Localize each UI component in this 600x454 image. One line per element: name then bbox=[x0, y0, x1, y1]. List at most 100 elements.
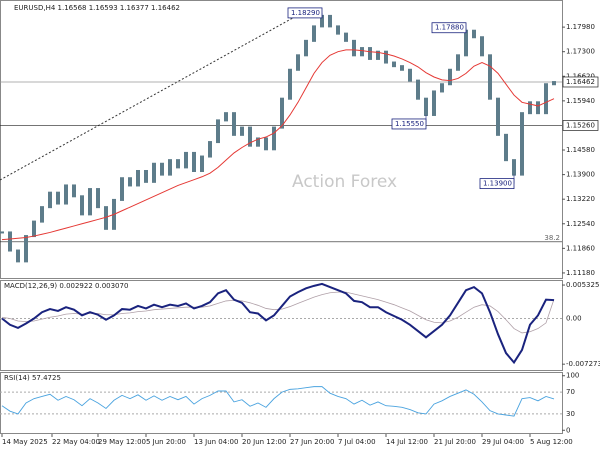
pivot-label: 1.17880 bbox=[435, 24, 464, 32]
moving-average bbox=[1, 49, 555, 241]
candle bbox=[128, 177, 132, 187]
x-tick-label: 5 Jun 20:00 bbox=[146, 438, 186, 446]
candle bbox=[208, 141, 212, 158]
pivot-label: 1.18290 bbox=[291, 9, 320, 17]
candle bbox=[368, 47, 372, 60]
candle bbox=[472, 29, 476, 39]
candle bbox=[432, 90, 436, 116]
y-tick-label: 1.14580 bbox=[566, 146, 595, 154]
candle bbox=[448, 68, 452, 86]
x-tick-label: 13 Jun 04:00 bbox=[194, 438, 238, 446]
y-tick-label: 1.17980 bbox=[566, 23, 595, 31]
candle bbox=[24, 235, 28, 263]
candle bbox=[512, 159, 516, 176]
candle bbox=[488, 54, 492, 100]
x-tick-label: 20 Jun 12:00 bbox=[242, 438, 286, 446]
candle bbox=[384, 50, 388, 64]
rsi-panel bbox=[0, 372, 563, 434]
pivot-box bbox=[287, 7, 323, 19]
candle bbox=[168, 159, 172, 176]
candle bbox=[336, 25, 340, 35]
candle bbox=[64, 184, 68, 205]
macd-panel bbox=[0, 280, 563, 371]
candle bbox=[240, 126, 244, 136]
macd-line bbox=[1, 282, 555, 365]
candle bbox=[416, 79, 420, 100]
candle bbox=[8, 231, 12, 252]
y-tick-label: 1.15940 bbox=[566, 97, 595, 105]
candle bbox=[136, 169, 140, 187]
candle bbox=[176, 159, 180, 169]
candle bbox=[328, 14, 332, 28]
candle bbox=[376, 50, 380, 60]
macd-tick-label: -0.007273 bbox=[566, 360, 600, 368]
candle bbox=[528, 101, 532, 115]
x-tick-label: 5 Aug 12:00 bbox=[530, 438, 573, 446]
rsi-tick-label: 0 bbox=[566, 426, 570, 434]
candle bbox=[296, 54, 300, 71]
chart-title: EURUSD,H4 1.16568 1.16593 1.16377 1.1646… bbox=[14, 4, 180, 12]
level-label: 1.15260 bbox=[566, 121, 595, 129]
candle bbox=[216, 119, 220, 144]
candle bbox=[544, 83, 548, 115]
x-tick-label: 21 Jul 20:00 bbox=[434, 438, 476, 446]
y-tick-label: 1.16620 bbox=[566, 72, 595, 80]
candle bbox=[392, 61, 396, 68]
candle bbox=[248, 126, 252, 147]
rsi-tick-label: 70 bbox=[566, 388, 575, 396]
candle bbox=[456, 54, 460, 71]
candle bbox=[56, 191, 60, 205]
level-label: 1.16462 bbox=[566, 78, 595, 86]
y-tick-label: 1.17300 bbox=[566, 48, 595, 56]
candle bbox=[224, 112, 228, 122]
candle bbox=[184, 151, 188, 169]
x-tick-label: 22 May 04:00 bbox=[52, 438, 100, 446]
candle bbox=[304, 39, 308, 57]
candle bbox=[16, 249, 20, 263]
y-tick-label: 1.13900 bbox=[566, 171, 595, 179]
trend-line bbox=[0, 13, 301, 181]
candle bbox=[272, 126, 276, 151]
candle bbox=[0, 231, 4, 234]
macd-tick-label: 0.005325 bbox=[566, 281, 599, 289]
candle bbox=[400, 65, 404, 71]
level-box bbox=[562, 120, 599, 131]
fib-label: 38.2 bbox=[544, 234, 560, 242]
rsi-tick-label: 100 bbox=[566, 372, 579, 380]
y-tick-label: 1.11860 bbox=[566, 244, 595, 252]
price-panel bbox=[0, 0, 563, 279]
macd-line bbox=[1, 291, 555, 334]
candle bbox=[352, 39, 356, 57]
candle bbox=[144, 169, 148, 183]
candle bbox=[80, 195, 84, 216]
candle bbox=[32, 220, 36, 238]
candle bbox=[120, 177, 124, 201]
pivot-box bbox=[479, 178, 515, 190]
candle bbox=[152, 162, 156, 183]
x-tick-label: 27 Jun 20:00 bbox=[290, 438, 334, 446]
candle bbox=[360, 47, 364, 57]
candle bbox=[312, 25, 316, 42]
y-tick-label: 1.12540 bbox=[566, 220, 595, 228]
candle bbox=[408, 68, 412, 82]
candle bbox=[232, 112, 236, 136]
candle bbox=[88, 188, 92, 216]
y-tick-label: 1.13220 bbox=[566, 195, 595, 203]
rsi-line bbox=[1, 386, 555, 417]
x-tick-label: 14 Jul 12:00 bbox=[386, 438, 428, 446]
candle bbox=[344, 32, 348, 42]
candle bbox=[256, 137, 260, 147]
candle bbox=[264, 137, 268, 151]
pivot-label: 1.13900 bbox=[483, 180, 512, 188]
candle bbox=[288, 68, 292, 100]
candle bbox=[48, 191, 52, 209]
macd-title: MACD(12,26,9) 0.002922 0.003070 bbox=[4, 282, 128, 290]
pivot-box bbox=[431, 22, 467, 34]
rsi-tick-label: 30 bbox=[566, 410, 575, 418]
candle bbox=[40, 206, 44, 223]
watermark: Action Forex bbox=[292, 172, 397, 192]
candle bbox=[160, 162, 164, 176]
candle bbox=[200, 155, 204, 172]
candle bbox=[552, 81, 556, 86]
